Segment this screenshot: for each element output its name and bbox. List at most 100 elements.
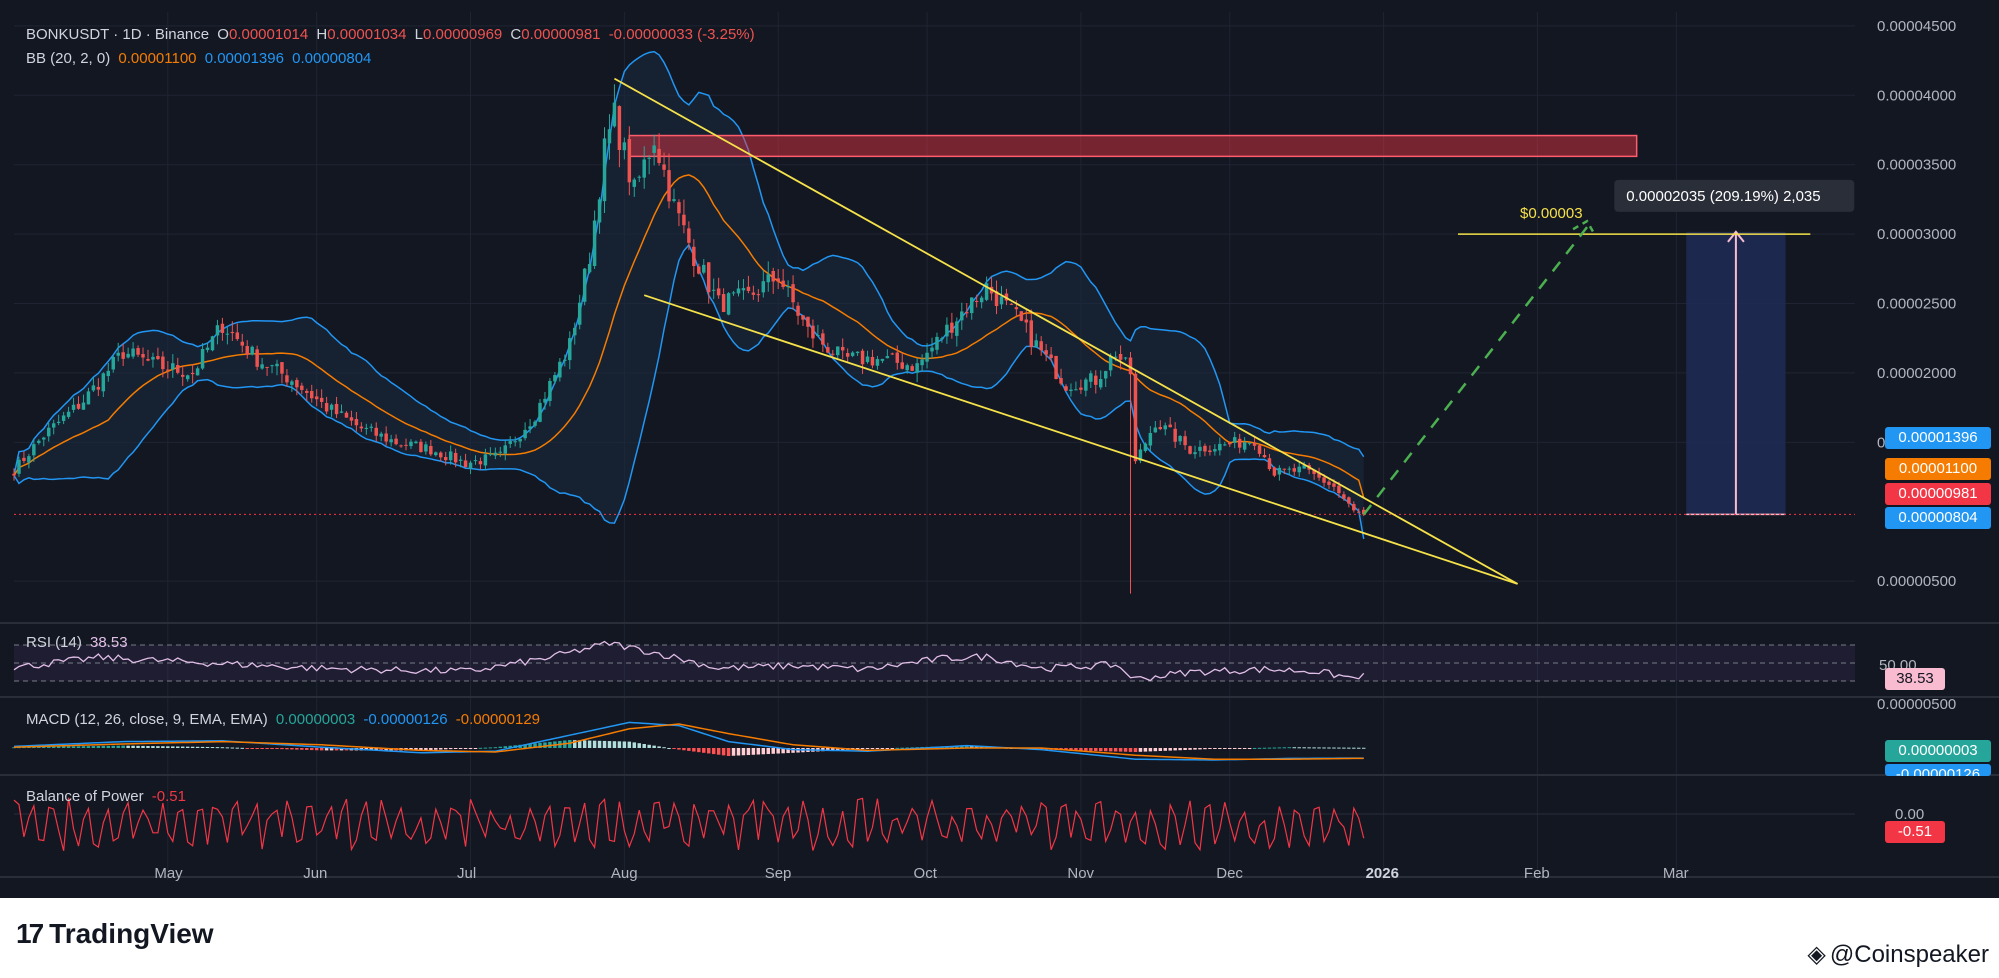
candle <box>706 262 711 293</box>
candle <box>280 362 284 374</box>
candle <box>950 322 954 333</box>
candle <box>389 439 393 443</box>
candle <box>235 332 240 340</box>
bb-legend: BB (20, 2, 0) 0.00001100 0.00001396 0.00… <box>26 50 375 67</box>
candle <box>161 356 165 370</box>
candle <box>1287 468 1292 470</box>
x-tick-label: Oct <box>914 865 938 882</box>
candle <box>835 346 840 356</box>
macd-histogram-bar <box>885 748 890 749</box>
candle <box>1054 355 1058 380</box>
macd-histogram-bar <box>632 742 637 748</box>
candle <box>1089 373 1093 382</box>
macd-histogram-bar <box>324 748 329 751</box>
candle <box>999 296 1004 305</box>
candle <box>1237 438 1242 448</box>
chart-canvas[interactable]: $0.00003 0.00002035 (209.19%) 2,035 0.0000… <box>0 0 1999 898</box>
candle <box>597 199 602 223</box>
candle <box>513 441 517 443</box>
macd-histogram-bar <box>1223 748 1227 749</box>
macd-histogram-bar <box>528 743 532 748</box>
candle <box>915 363 919 373</box>
candle <box>399 445 403 447</box>
candle <box>726 293 731 315</box>
macd-histogram-bar <box>443 748 448 750</box>
candle <box>756 294 761 296</box>
macd-histogram-bar <box>543 742 547 748</box>
macd-histogram-bar <box>865 748 870 749</box>
candle <box>210 336 215 351</box>
candle <box>1322 477 1326 483</box>
rsi-legend: RSI (14) 38.53 <box>26 634 132 651</box>
macd-histogram-bar <box>1297 747 1301 749</box>
candle <box>711 289 716 291</box>
x-tick-label: Jun <box>303 865 327 882</box>
candle <box>96 386 101 390</box>
projection-arrow <box>1362 226 1589 516</box>
macd-histogram-bar <box>42 746 46 748</box>
candle <box>637 176 641 178</box>
macd-histogram-bar <box>572 740 577 748</box>
candle <box>1342 494 1346 499</box>
macd-histogram-bar <box>51 746 56 748</box>
macd-histogram-bar <box>71 746 76 748</box>
x-tick-label: Dec <box>1216 865 1243 882</box>
candle <box>692 246 696 267</box>
macd-histogram-bar <box>1158 748 1163 751</box>
candle <box>300 385 304 390</box>
candle <box>845 353 850 357</box>
macd-histogram-bar <box>781 748 785 754</box>
bop-line <box>13 797 1365 852</box>
candle <box>1133 373 1138 462</box>
macd-signal-line <box>13 723 1364 760</box>
candle <box>1148 433 1153 446</box>
candle <box>498 451 503 453</box>
macd-histogram-bar <box>791 748 795 753</box>
candle <box>1009 303 1014 305</box>
candle <box>384 433 388 442</box>
candle <box>46 427 51 437</box>
candle <box>860 350 865 365</box>
candle <box>448 451 453 461</box>
macd-histogram-bar <box>1113 748 1118 752</box>
macd-histogram-bar <box>369 748 374 751</box>
candle <box>1173 428 1177 442</box>
candle <box>1163 425 1167 430</box>
candle <box>687 228 691 243</box>
candle <box>215 325 220 336</box>
macd-histogram-bar <box>771 748 775 754</box>
macd-histogram-bar <box>706 748 711 754</box>
macd-histogram-bar <box>642 744 646 748</box>
macd-histogram-bar <box>776 748 780 754</box>
macd-histogram-bar <box>577 740 582 748</box>
macd-axis-label: 0.00000500 <box>1877 696 1956 713</box>
candle <box>409 441 413 447</box>
tradingview-logo[interactable]: 17 TradingView <box>16 918 214 950</box>
bb-lower-value: 0.00000804 <box>292 50 372 67</box>
candle <box>195 368 200 376</box>
macd-histogram-bar <box>1302 747 1306 749</box>
macd-histogram-bar <box>1143 748 1148 752</box>
candle <box>1094 375 1098 385</box>
open-value: 0.00001014 <box>228 26 309 43</box>
candle <box>543 398 547 403</box>
candle <box>746 286 751 291</box>
macd-histogram-bar <box>463 748 468 749</box>
macd-histogram-bar <box>185 746 190 748</box>
candle <box>379 433 383 437</box>
macd-histogram-bar <box>419 748 423 751</box>
candle <box>895 352 900 363</box>
candle <box>930 347 934 352</box>
macd-histogram-bar <box>1064 748 1068 751</box>
symbol-legend: BONKUSDT · 1D · Binance O0.00001014 H0.0… <box>26 26 759 43</box>
macd-histogram-bar <box>1069 748 1073 751</box>
candle <box>677 202 681 214</box>
macd-histogram-bar <box>1084 748 1088 751</box>
macd-line-value: -0.00000126 <box>363 711 448 728</box>
bb-lower-tag: 0.00000804 <box>1885 507 1991 529</box>
macd-histogram-bar <box>1208 748 1212 749</box>
macd-histogram-bar <box>687 748 691 751</box>
macd-histogram-bar <box>592 740 597 748</box>
candle <box>925 352 929 362</box>
candle <box>587 263 592 273</box>
